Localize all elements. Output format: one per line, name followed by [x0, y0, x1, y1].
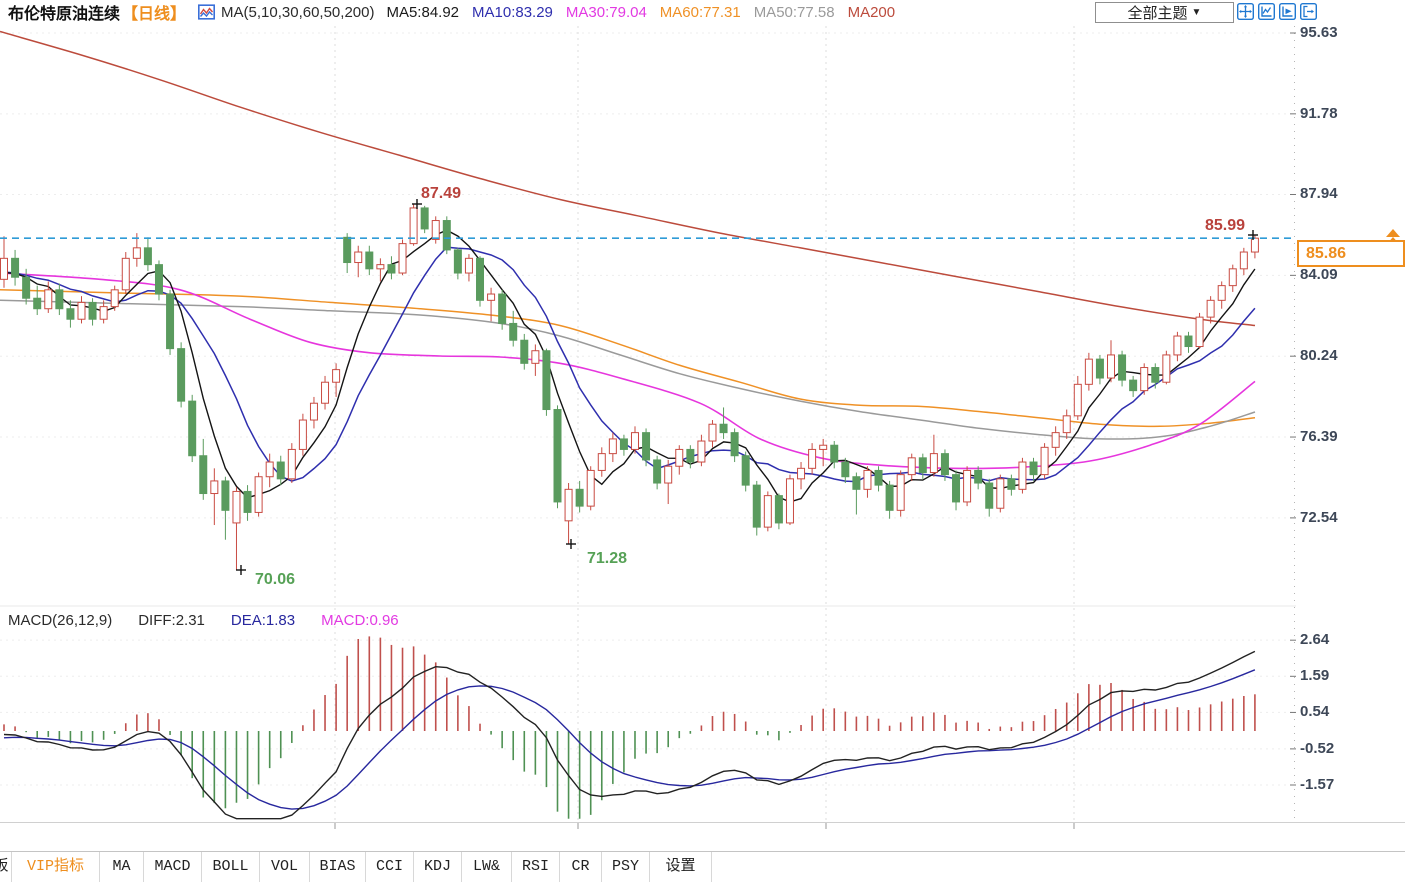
price-tick-label: 91.78: [1300, 104, 1338, 122]
dea-line: [3, 669, 1256, 810]
ma-overlay-lines: [0, 30, 1256, 503]
ma30-line: [0, 272, 1256, 470]
price-tick-label: 95.63: [1300, 24, 1338, 41]
macd-value-label: DIFF:2.31: [138, 611, 205, 629]
macd-tick-label: -1.57: [1300, 776, 1335, 793]
tab-板[interactable]: 板: [0, 852, 12, 882]
axis-zoom-icon[interactable]: [1258, 3, 1275, 20]
instrument-title: 布伦特原油连续: [8, 6, 121, 23]
ma60-line: [0, 289, 1256, 428]
may-low-label: 71.28: [587, 550, 628, 567]
extreme-cross-markers: [236, 199, 1258, 575]
trend-draw-icon[interactable]: [1279, 3, 1296, 20]
ma10-line: [3, 246, 1256, 483]
ma-value-label: MA30:79.04: [565, 3, 647, 21]
tab-CR[interactable]: CR: [560, 852, 602, 882]
macd-values: DIFF:2.31 DEA:1.83 MACD:0.96: [138, 612, 424, 629]
ma200-line: [0, 30, 1256, 327]
tab-BOLL[interactable]: BOLL: [202, 852, 260, 882]
ma-value-label: MA50:77.58: [753, 3, 835, 21]
march-low-label: 70.06: [255, 571, 296, 588]
macd-header: MACD(26,12,9) DIFF:2.31 DEA:1.83 MACD:0.96: [8, 609, 451, 631]
ma-params-label: MA(5,10,30,60,50,200): [221, 3, 375, 21]
macd-params-label: MACD(26,12,9): [8, 611, 113, 629]
line-chart-icon: [198, 4, 216, 20]
chevron-down-icon: ▼: [1191, 7, 1202, 18]
period-tag: 【日线】: [122, 6, 187, 23]
macd-tick-label: 1.59: [1300, 667, 1330, 685]
macd-tick-label: 0.54: [1300, 703, 1330, 721]
ma-value-label: MA10:83.29: [472, 3, 553, 21]
crosshair-pan-icon[interactable]: [1237, 3, 1254, 20]
price-tick-label: 76.39: [1300, 428, 1338, 446]
last-price-value: 85.86: [1306, 245, 1347, 262]
tab-KDJ[interactable]: KDJ: [414, 852, 462, 882]
indicator-tab-bar: 板VIP指标MAMACDBOLLVOLBIASCCIKDJLW&RSICRPSY…: [0, 851, 1405, 883]
diff-line: [3, 650, 1256, 820]
ma5-line: [3, 229, 1256, 503]
macd-tick-label: 2.64: [1300, 631, 1330, 649]
april-high-label: 87.49: [421, 185, 462, 202]
price-tick-label: 72.54: [1300, 508, 1338, 526]
tab-RSI[interactable]: RSI: [512, 852, 560, 882]
candles: [0, 203, 1259, 570]
macd-tick-label: -0.52: [1300, 739, 1335, 757]
tab-VIP指标[interactable]: VIP指标: [12, 852, 100, 882]
july-high-label: 85.99: [1205, 217, 1246, 234]
ma-value-label: MA200: [847, 3, 896, 21]
price-tick-label: 84.09: [1300, 266, 1338, 284]
tab-CCI[interactable]: CCI: [366, 852, 414, 882]
tab-BIAS[interactable]: BIAS: [310, 852, 366, 882]
theme-dropdown[interactable]: 全部主题 ▼: [1095, 2, 1234, 23]
last-price-box: 85.86: [1297, 240, 1405, 267]
tab-MA[interactable]: MA: [100, 852, 144, 882]
tab-设置[interactable]: 设置: [650, 852, 712, 882]
ma-value-label: MA5:84.92: [386, 3, 460, 21]
tab-PSY[interactable]: PSY: [602, 852, 650, 882]
ma-values: MA5:84.92 MA10:83.29 MA30:79.04 MA60:77.31 M…: [386, 4, 908, 21]
macd-pane: [3, 636, 1256, 820]
price-tick-label: 80.24: [1300, 347, 1338, 365]
tab-LW&[interactable]: LW&: [462, 852, 512, 882]
theme-dropdown-label: 全部主题: [1127, 5, 1188, 22]
macd-value-label: DEA:1.83: [230, 611, 296, 629]
price-tick-label: 87.94: [1300, 185, 1338, 203]
ma-value-label: MA60:77.31: [659, 3, 741, 21]
exit-fullscreen-icon[interactable]: [1300, 3, 1317, 20]
tab-MACD[interactable]: MACD: [144, 852, 202, 882]
tab-VOL[interactable]: VOL: [260, 852, 310, 882]
macd-value-label: MACD:0.96: [321, 611, 399, 629]
